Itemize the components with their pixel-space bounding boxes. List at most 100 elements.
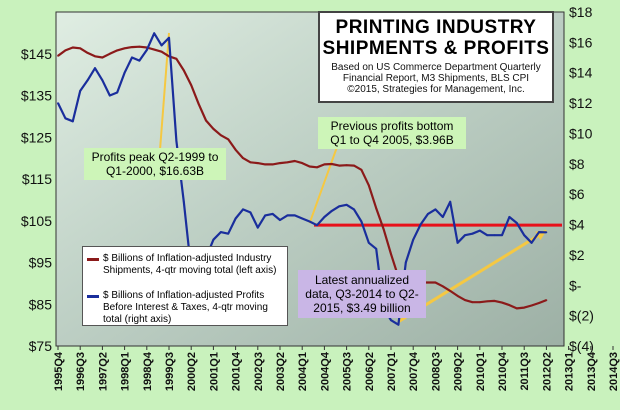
shipments-point: [212, 127, 215, 130]
profits-point: [94, 67, 96, 70]
shipments-point: [308, 165, 311, 168]
left-tick-label: $105: [21, 213, 52, 229]
shipments-point: [434, 281, 437, 284]
x-axis-ticks: 1995Q4 1996Q3 1997Q2 1998Q1 1998Q4 1999Q3 2000…: [53, 346, 620, 391]
profits-point: [308, 220, 311, 223]
legend-entry-shipments: $ Billions of Inflation-adjusted Industr…: [87, 253, 285, 277]
bottom-annotation: Previous profits bottom Q1 to Q4 2005, $…: [318, 117, 466, 149]
shipments-point: [219, 134, 222, 137]
profits-point: [123, 71, 126, 74]
profits-point: [538, 231, 540, 234]
profits-point: [86, 79, 89, 82]
left-tick-label: $75: [29, 338, 53, 354]
shipments-point: [234, 148, 237, 151]
profits-point: [330, 210, 333, 212]
shipments-point: [523, 306, 526, 309]
profits-point: [397, 323, 400, 326]
profits-point: [175, 140, 178, 142]
shipments-point: [256, 162, 259, 165]
profits-point: [293, 214, 296, 217]
shipments-point: [205, 119, 207, 122]
profits-point: [79, 90, 82, 92]
x-tick-label: 1996Q3: [75, 352, 87, 391]
shipments-point: [471, 301, 474, 304]
shipments-point: [264, 163, 267, 166]
shipments-point: [197, 102, 200, 105]
profits-point: [219, 231, 222, 234]
shipments-point: [79, 47, 82, 50]
shipments-point: [293, 160, 296, 162]
right-tick-label: $(2): [569, 308, 594, 324]
x-tick-label: 1998Q1: [120, 352, 132, 391]
left-tick-label: $115: [22, 171, 52, 187]
shipments-point: [375, 207, 378, 210]
x-tick-label: 2010Q1: [475, 352, 487, 391]
profits-point: [116, 91, 119, 94]
shipments-point: [101, 56, 104, 59]
shipments-point: [301, 162, 304, 165]
copyright-line: ©2015, Strategies for Management, Inc.: [347, 84, 525, 95]
shipments-point: [441, 285, 444, 288]
x-tick-label: 1997Q2: [97, 352, 109, 391]
shipments-point: [182, 69, 185, 72]
x-tick-label: 2009Q2: [453, 352, 465, 391]
profits-point: [486, 234, 489, 237]
shipments-point: [138, 45, 141, 48]
profits-point: [360, 220, 363, 223]
shipments-point: [338, 164, 341, 167]
shipments-point: [493, 300, 496, 302]
x-tick-label: 1995Q4: [53, 351, 65, 391]
right-axis-ticks: $(4) $(2) $- $2 $4 $6 $8 $10 $12 $14 $16 $18: [569, 4, 594, 354]
profits-point: [390, 319, 392, 322]
profits-point: [131, 56, 133, 59]
shipments-point: [330, 163, 333, 165]
left-axis-ticks: $75 $85 $95 $105 $115 $125 $135 $145: [21, 46, 52, 354]
right-tick-label: $(4): [569, 338, 594, 354]
shipments-point: [538, 302, 540, 304]
profits-point: [404, 261, 407, 264]
x-tick-label: 2012Q2: [541, 352, 553, 391]
profits-point: [145, 49, 148, 51]
profits-point: [153, 32, 156, 35]
legend: $ Billions of Inflation-adjusted Industr…: [82, 246, 288, 326]
left-tick-label: $145: [21, 46, 52, 62]
shipments-point: [508, 304, 511, 306]
profits-point: [367, 241, 370, 244]
right-tick-label: $6: [569, 186, 585, 202]
x-tick-label: 2014Q3: [608, 352, 620, 391]
legend-label: $ Billions of Inflation-adjusted Industr…: [103, 253, 277, 276]
shipments-point: [190, 84, 193, 86]
x-tick-label: 2004Q4: [319, 351, 331, 391]
shipments-point: [153, 48, 156, 51]
shipments-point: [464, 299, 466, 301]
profits-point: [345, 203, 348, 206]
profits-point: [301, 217, 304, 220]
profits-point: [71, 120, 74, 123]
right-tick-label: $8: [569, 156, 585, 172]
x-tick-label: 2004Q1: [297, 352, 309, 391]
profits-point: [508, 216, 511, 218]
shipments-point: [545, 299, 548, 301]
x-tick-label: 1999Q3: [164, 352, 176, 391]
profits-point: [316, 224, 318, 227]
right-tick-label: $12: [569, 95, 593, 111]
right-tick-label: $-: [569, 277, 582, 293]
peak-annotation: Profits peak Q2-1999 to Q1-2000, $16.63B: [84, 148, 226, 180]
right-tick-label: $16: [569, 34, 593, 50]
profits-point: [515, 222, 518, 224]
profits-point: [57, 102, 59, 104]
profits-point: [279, 219, 281, 221]
shipments-point: [530, 304, 533, 307]
profits-point: [530, 241, 533, 244]
profits-point: [138, 59, 141, 62]
profits-point: [168, 36, 170, 39]
x-tick-label: 2006Q2: [364, 352, 376, 391]
shipments-point: [108, 52, 111, 55]
x-tick-label: 2007Q1: [386, 352, 398, 391]
shipments-point: [449, 290, 452, 292]
shipments-point: [131, 46, 133, 48]
shipments-point: [175, 57, 178, 60]
profits-point: [353, 208, 355, 211]
x-tick-label: 2008Q3: [430, 352, 442, 391]
shipments-point: [515, 307, 518, 310]
